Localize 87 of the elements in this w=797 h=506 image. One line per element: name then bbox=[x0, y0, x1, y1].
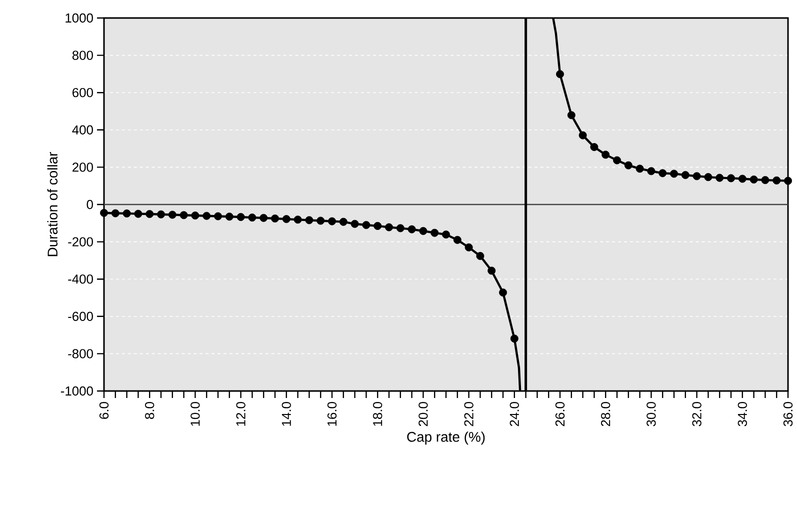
point bbox=[225, 212, 234, 221]
point bbox=[419, 226, 428, 235]
x-tick-label: 22.0 bbox=[464, 402, 474, 426]
x-tick-label: 20.0 bbox=[418, 402, 428, 426]
point bbox=[385, 223, 393, 232]
point bbox=[567, 111, 576, 120]
point bbox=[236, 213, 245, 221]
y-tick-label: -400 bbox=[68, 274, 93, 284]
point bbox=[202, 212, 211, 220]
point bbox=[658, 169, 667, 178]
x-tick-label: 8.0 bbox=[145, 402, 154, 419]
point bbox=[488, 266, 496, 275]
point bbox=[168, 210, 176, 219]
point bbox=[624, 161, 632, 170]
point bbox=[602, 150, 610, 159]
y-tick-label: 200 bbox=[72, 162, 93, 172]
point bbox=[510, 334, 518, 343]
point bbox=[396, 224, 404, 232]
y-tick-label: -800 bbox=[68, 349, 93, 358]
point bbox=[738, 174, 746, 183]
x-tick-label: 12.0 bbox=[236, 402, 246, 426]
y-tick-label: 800 bbox=[72, 50, 93, 60]
x-tick-label: 16.0 bbox=[327, 402, 337, 426]
y-tick-label: -200 bbox=[68, 237, 93, 246]
point bbox=[784, 176, 792, 185]
point bbox=[772, 176, 781, 184]
point bbox=[111, 209, 120, 218]
point bbox=[374, 222, 382, 230]
point bbox=[134, 210, 142, 218]
point bbox=[122, 209, 131, 218]
y-tick-label: 400 bbox=[72, 125, 93, 134]
point bbox=[294, 216, 302, 224]
point bbox=[248, 214, 256, 222]
point bbox=[476, 252, 484, 260]
point bbox=[442, 230, 450, 239]
x-tick-label: 6.0 bbox=[99, 402, 109, 419]
y-tick-label: -600 bbox=[68, 312, 93, 321]
x-axis-title: Cap rate (%) bbox=[407, 432, 485, 445]
x-tick-label: 30.0 bbox=[646, 402, 656, 426]
point bbox=[271, 214, 279, 222]
point bbox=[761, 176, 770, 184]
x-tick-label: 34.0 bbox=[738, 402, 747, 426]
x-tick-label: 26.0 bbox=[555, 402, 565, 426]
point bbox=[430, 228, 439, 237]
point bbox=[704, 173, 712, 182]
x-tick-label: 24.0 bbox=[510, 402, 519, 426]
point bbox=[157, 210, 165, 218]
point bbox=[636, 164, 644, 173]
point bbox=[681, 171, 690, 180]
point bbox=[453, 236, 462, 244]
point bbox=[464, 243, 473, 252]
point bbox=[556, 70, 564, 78]
point bbox=[282, 215, 290, 224]
point bbox=[305, 216, 314, 224]
point bbox=[750, 176, 758, 184]
point bbox=[578, 131, 587, 140]
point bbox=[727, 174, 735, 182]
x-tick-label: 32.0 bbox=[692, 402, 702, 426]
point bbox=[260, 214, 268, 222]
point bbox=[613, 156, 621, 164]
y-tick-label: 0 bbox=[86, 200, 93, 210]
y-axis-title: Duration of collar bbox=[47, 152, 58, 256]
point bbox=[647, 167, 656, 176]
point bbox=[180, 211, 188, 220]
point bbox=[191, 212, 200, 220]
point bbox=[350, 220, 359, 228]
x-tick-label: 10.0 bbox=[190, 402, 200, 426]
point bbox=[670, 170, 678, 178]
point bbox=[362, 221, 370, 229]
point bbox=[146, 210, 154, 218]
point bbox=[328, 217, 336, 226]
x-tick-label: 18.0 bbox=[373, 402, 382, 426]
point bbox=[590, 143, 598, 152]
x-tick-label: 14.0 bbox=[282, 402, 291, 426]
point bbox=[692, 172, 701, 180]
point bbox=[214, 212, 222, 220]
x-tick-label: 28.0 bbox=[601, 402, 610, 426]
point bbox=[499, 288, 507, 297]
y-tick-label: 1000 bbox=[66, 13, 93, 23]
point bbox=[339, 218, 348, 226]
point bbox=[316, 216, 325, 225]
point bbox=[100, 208, 108, 217]
point bbox=[716, 174, 724, 182]
point bbox=[408, 225, 416, 234]
y-tick-label: -1000 bbox=[60, 386, 93, 396]
y-tick-label: 600 bbox=[72, 88, 93, 98]
x-tick-label: 36.0 bbox=[783, 402, 793, 426]
